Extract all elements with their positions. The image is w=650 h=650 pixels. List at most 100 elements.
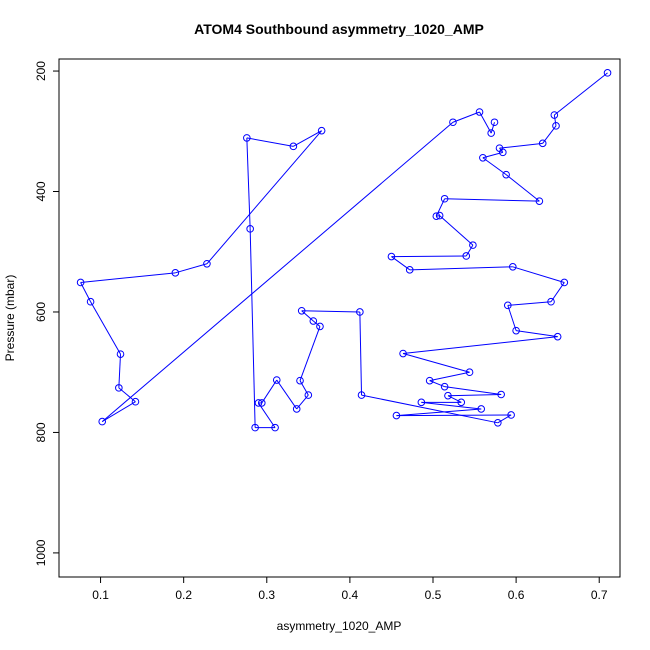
series-segment bbox=[391, 255, 467, 258]
data-point bbox=[603, 69, 612, 77]
data-point bbox=[254, 399, 263, 407]
data-point bbox=[507, 411, 515, 419]
series-segment bbox=[276, 379, 298, 410]
data-point bbox=[417, 398, 426, 407]
data-point bbox=[440, 382, 449, 391]
series-segment bbox=[516, 330, 558, 338]
series-segment bbox=[507, 305, 517, 331]
data-point bbox=[243, 134, 251, 142]
data-point bbox=[131, 397, 140, 406]
series-segment bbox=[299, 326, 321, 381]
series-segment bbox=[101, 401, 136, 423]
y-tick-label: 400 bbox=[34, 181, 48, 201]
data-point bbox=[246, 225, 254, 233]
data-point bbox=[502, 170, 510, 179]
data-point bbox=[356, 308, 364, 316]
y-tick-label: 1000 bbox=[34, 539, 48, 566]
data-point bbox=[508, 263, 517, 271]
series-segment bbox=[396, 414, 512, 417]
series-segment bbox=[421, 401, 482, 410]
series-segment bbox=[359, 311, 363, 396]
y-axis: 200 400 600 800 1000 bbox=[34, 61, 59, 566]
data-point bbox=[203, 259, 211, 268]
series-segment bbox=[80, 272, 176, 283]
series-segment bbox=[505, 174, 540, 202]
chart-title: ATOM4 Southbound asymmetry_1020_AMP bbox=[194, 21, 484, 37]
data-point bbox=[271, 423, 279, 432]
plot-frame bbox=[58, 58, 621, 578]
data-point bbox=[497, 390, 505, 399]
data-point bbox=[296, 376, 304, 385]
series-segment bbox=[447, 393, 502, 397]
data-point bbox=[289, 142, 298, 151]
series-segment bbox=[436, 215, 440, 217]
series-segment bbox=[402, 353, 470, 373]
data-point bbox=[469, 241, 477, 249]
series-segment bbox=[550, 282, 565, 303]
series-segment bbox=[553, 114, 557, 126]
data-point bbox=[392, 411, 401, 420]
data-point bbox=[399, 349, 407, 358]
series-segment bbox=[439, 215, 474, 246]
series-segment bbox=[246, 137, 294, 147]
series-segment bbox=[361, 394, 498, 424]
data-point bbox=[535, 197, 544, 205]
data-point bbox=[272, 376, 281, 384]
series-lines bbox=[80, 72, 608, 429]
data-point bbox=[432, 212, 441, 221]
data-point bbox=[425, 376, 434, 385]
data-point bbox=[490, 118, 499, 127]
series-segment bbox=[429, 380, 445, 388]
series-segment bbox=[101, 121, 454, 422]
data-point bbox=[171, 269, 180, 277]
data-point bbox=[465, 368, 474, 377]
data-point bbox=[499, 148, 507, 157]
data-point bbox=[475, 108, 484, 116]
data-point bbox=[316, 322, 324, 331]
data-point bbox=[550, 111, 559, 119]
series-segment bbox=[299, 380, 309, 396]
x-tick-label: 0.5 bbox=[425, 588, 442, 602]
series-segment bbox=[499, 147, 504, 153]
data-point bbox=[98, 417, 107, 426]
data-point bbox=[86, 297, 95, 306]
data-point bbox=[457, 398, 466, 407]
series-segment bbox=[429, 371, 470, 382]
series-segment bbox=[507, 301, 552, 306]
data-point bbox=[251, 423, 259, 432]
series-segment bbox=[261, 379, 278, 404]
series-segment bbox=[490, 122, 495, 134]
data-point bbox=[405, 266, 414, 274]
data-point bbox=[462, 252, 471, 260]
series-segment bbox=[444, 198, 540, 202]
series-segment bbox=[118, 354, 122, 388]
series-segment bbox=[512, 266, 565, 283]
data-point bbox=[547, 297, 555, 306]
data-point bbox=[297, 306, 306, 315]
series-segment bbox=[479, 111, 492, 134]
series-segment bbox=[409, 266, 513, 271]
series-segment bbox=[465, 244, 474, 257]
data-point bbox=[512, 326, 520, 335]
y-tick-label: 200 bbox=[34, 61, 48, 81]
data-point bbox=[449, 118, 457, 127]
x-axis: 0.1 0.2 0.3 0.4 0.5 0.6 0.7 bbox=[92, 577, 608, 602]
series-segment bbox=[447, 395, 462, 403]
data-point bbox=[477, 405, 486, 413]
data-point bbox=[440, 194, 449, 203]
data-point bbox=[444, 391, 452, 400]
x-tick-label: 0.7 bbox=[591, 588, 608, 602]
x-tick-label: 0.1 bbox=[92, 588, 109, 602]
data-point bbox=[309, 317, 318, 325]
series-segment bbox=[206, 130, 323, 265]
series-points bbox=[76, 69, 612, 432]
series-segment bbox=[249, 228, 256, 428]
data-point bbox=[560, 278, 569, 287]
series-segment bbox=[90, 301, 121, 355]
series-segment bbox=[301, 310, 314, 322]
series-segment bbox=[396, 408, 482, 417]
data-point bbox=[257, 399, 266, 407]
y-tick-label: 600 bbox=[34, 302, 48, 322]
data-point bbox=[479, 153, 487, 162]
